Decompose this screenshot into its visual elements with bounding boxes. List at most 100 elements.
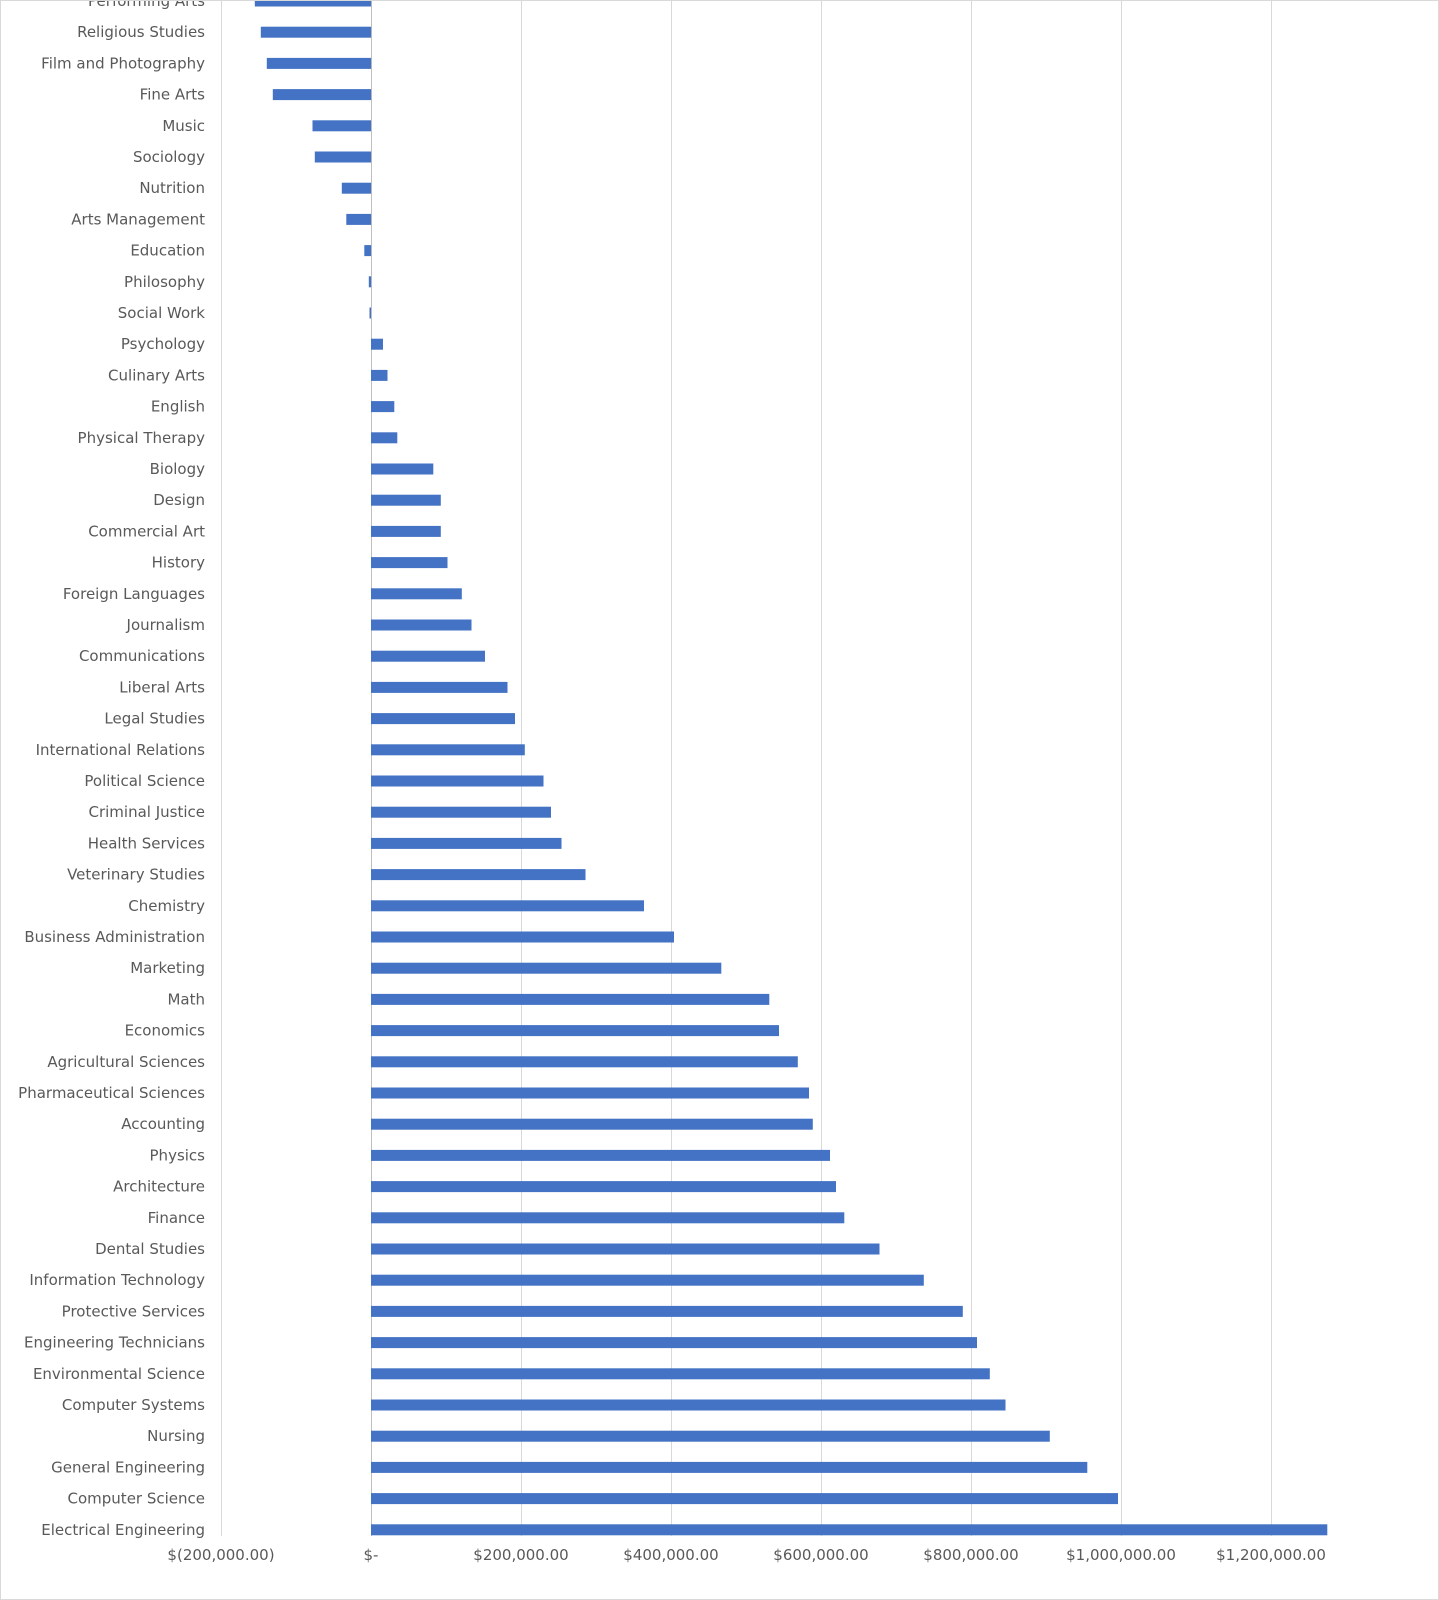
bar-health-services <box>371 837 562 849</box>
bar-pharmaceutical-sciences <box>371 1087 809 1099</box>
category-label: Biology <box>150 460 206 478</box>
x-tick-label: $(200,000.00) <box>167 1546 274 1564</box>
category-label: Sociology <box>133 148 205 166</box>
bar-performing-arts <box>254 1 372 7</box>
category-label: Liberal Arts <box>119 678 205 696</box>
bar-history <box>371 557 448 569</box>
category-label: Architecture <box>113 1178 205 1196</box>
x-tick-label: $800,000.00 <box>923 1546 1018 1564</box>
category-label: Environmental Science <box>33 1365 205 1383</box>
bar-english <box>371 401 395 413</box>
category-label: Business Administration <box>24 928 205 946</box>
x-tick-label: $400,000.00 <box>623 1546 718 1564</box>
category-label: Philosophy <box>124 273 205 291</box>
category-label: General Engineering <box>51 1458 205 1476</box>
bar-engineering-technicians <box>371 1337 977 1349</box>
category-label: Communications <box>79 647 205 665</box>
bar-culinary-arts <box>371 369 388 381</box>
bar-journalism <box>371 619 472 631</box>
category-label: Film and Photography <box>41 54 205 72</box>
bar-political-science <box>371 775 544 787</box>
category-label: Engineering Technicians <box>24 1334 205 1352</box>
category-label: English <box>151 398 205 416</box>
category-label: Agricultural Sciences <box>47 1053 205 1071</box>
category-label: Economics <box>125 1022 206 1040</box>
category-label: Performing Arts <box>88 1 205 10</box>
bar-protective-services <box>371 1305 963 1317</box>
category-label: Physics <box>150 1146 206 1164</box>
category-label: Social Work <box>118 304 206 322</box>
category-label: Physical Therapy <box>78 429 206 447</box>
category-label: Chemistry <box>128 897 205 915</box>
bar-international-relations <box>371 744 525 756</box>
bar-computer-systems <box>371 1399 1006 1411</box>
bar-philosophy <box>368 276 372 288</box>
bar-electrical-engineering <box>371 1524 1328 1536</box>
category-label: Legal Studies <box>104 710 205 728</box>
bar-architecture <box>371 1181 836 1193</box>
category-label: Criminal Justice <box>89 803 206 821</box>
bar-computer-science <box>371 1493 1118 1505</box>
category-label: Veterinary Studies <box>67 866 205 884</box>
bars <box>254 1 1328 1536</box>
x-tick-labels: $(200,000.00) $- $200,000.00 $400,000.00 $60… <box>167 1546 1325 1564</box>
x-tick-label: $200,000.00 <box>473 1546 568 1564</box>
category-label: History <box>152 554 205 572</box>
bar-business-administration <box>371 931 674 943</box>
bar-liberal-arts <box>371 681 508 693</box>
bar-environmental-science <box>371 1368 990 1380</box>
bar-chemistry <box>371 900 644 912</box>
bar-physical-therapy <box>371 432 398 444</box>
x-tick-label: $1,000,000.00 <box>1066 1546 1176 1564</box>
category-label: Political Science <box>84 772 205 790</box>
x-tick-label: $1,200,000.00 <box>1216 1546 1326 1564</box>
category-label: Dental Studies <box>95 1240 205 1258</box>
category-label: Electrical Engineering <box>41 1521 205 1539</box>
bar-religious-studies <box>260 26 372 38</box>
category-label: Journalism <box>126 616 205 634</box>
bar-physics <box>371 1149 830 1161</box>
bar-biology <box>371 463 434 475</box>
category-label: Design <box>153 491 205 509</box>
bar-dental-studies <box>371 1243 880 1255</box>
bar-finance <box>371 1212 845 1224</box>
category-label: Education <box>130 242 205 260</box>
category-label: Accounting <box>121 1115 205 1133</box>
bar-sociology <box>314 151 372 163</box>
bar-film-and-photography <box>266 57 372 69</box>
category-label: Health Services <box>88 834 205 852</box>
bar-marketing <box>371 962 722 974</box>
bar-general-engineering <box>371 1461 1088 1473</box>
category-label: Psychology <box>121 335 205 353</box>
category-label: Math <box>167 990 205 1008</box>
bar-math <box>371 993 770 1005</box>
bar-legal-studies <box>371 713 515 725</box>
bar-agricultural-sciences <box>371 1056 798 1068</box>
bar-veterinary-studies <box>371 869 586 881</box>
category-label: International Relations <box>36 741 206 759</box>
category-label: Nursing <box>147 1427 205 1445</box>
category-label: Marketing <box>130 959 205 977</box>
category-label: Fine Arts <box>140 86 206 104</box>
bar-psychology <box>371 338 383 350</box>
bar-design <box>371 494 441 506</box>
category-label: Culinary Arts <box>108 366 205 384</box>
category-label: Arts Management <box>71 210 205 228</box>
category-label: Nutrition <box>139 179 205 197</box>
category-label: Pharmaceutical Sciences <box>18 1084 205 1102</box>
category-label: Finance <box>148 1209 205 1227</box>
bar-criminal-justice <box>371 806 551 818</box>
bar-fine-arts <box>272 89 372 101</box>
bar-commercial-art <box>371 525 441 537</box>
bar-music <box>312 120 371 132</box>
bar-education <box>364 245 372 257</box>
bar-nutrition <box>341 182 372 194</box>
category-label: Information Technology <box>29 1271 205 1289</box>
bar-economics <box>371 1025 779 1037</box>
gridlines <box>221 1 1272 1536</box>
category-label: Religious Studies <box>77 23 205 41</box>
category-label: Computer Systems <box>62 1396 205 1414</box>
x-tick-label: $600,000.00 <box>773 1546 868 1564</box>
